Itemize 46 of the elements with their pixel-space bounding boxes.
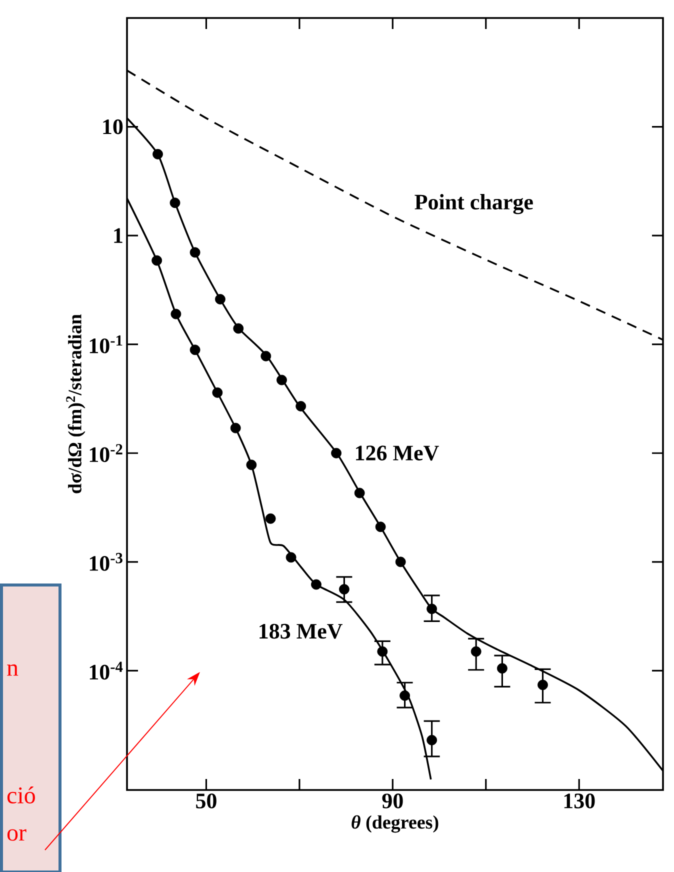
- point: [190, 247, 200, 258]
- point: [538, 680, 548, 690]
- point: [311, 579, 322, 590]
- text: or: [7, 829, 26, 841]
- text: ció: [7, 786, 35, 804]
- point: [190, 344, 200, 356]
- y-tick-label: 10$^{-1}$: [90, 335, 122, 354]
- point: [496, 663, 508, 674]
- point: [170, 198, 180, 208]
- point: [233, 323, 244, 334]
- point: [215, 294, 226, 304]
- y-tick-label: 10$^{-2}$: [90, 444, 122, 462]
- point: [276, 374, 287, 386]
- point: [212, 387, 223, 398]
- x-tick-label: 130: [564, 794, 595, 808]
- point: [230, 422, 241, 434]
- x-tick-label: 90: [382, 794, 403, 808]
- text: n: [7, 664, 18, 676]
- point: [377, 646, 388, 657]
- x-axis-title: θ (degrees): [352, 815, 438, 833]
- point: [375, 522, 386, 532]
- point: [354, 488, 365, 498]
- point: [470, 646, 482, 657]
- point: [246, 460, 257, 470]
- y-tick-label: 10$^{-3}$: [90, 552, 122, 571]
- point: [265, 513, 276, 524]
- y-tick-label: 10: [103, 119, 123, 134]
- point: [170, 308, 182, 320]
- point: [426, 734, 438, 746]
- point: [296, 400, 306, 412]
- y-axis-title: dσ/dΩ (fm)$^{2}$/steradian: [66, 314, 86, 494]
- series-label: 126 MeV: [356, 446, 439, 461]
- point: [395, 556, 406, 568]
- point: [152, 148, 163, 160]
- point: [286, 552, 296, 563]
- y-tick-label: 1: [114, 228, 122, 243]
- point: [260, 350, 272, 362]
- series-label: 183 MeV: [260, 624, 343, 639]
- y-tick-label: 10$^{-4}$: [90, 662, 123, 680]
- x-tick-label: 50: [196, 794, 216, 808]
- point: [331, 448, 342, 458]
- point: [152, 255, 162, 266]
- point: [400, 690, 410, 701]
- point: [426, 604, 438, 614]
- series-label: Point charge: [414, 194, 533, 214]
- point: [338, 584, 350, 594]
